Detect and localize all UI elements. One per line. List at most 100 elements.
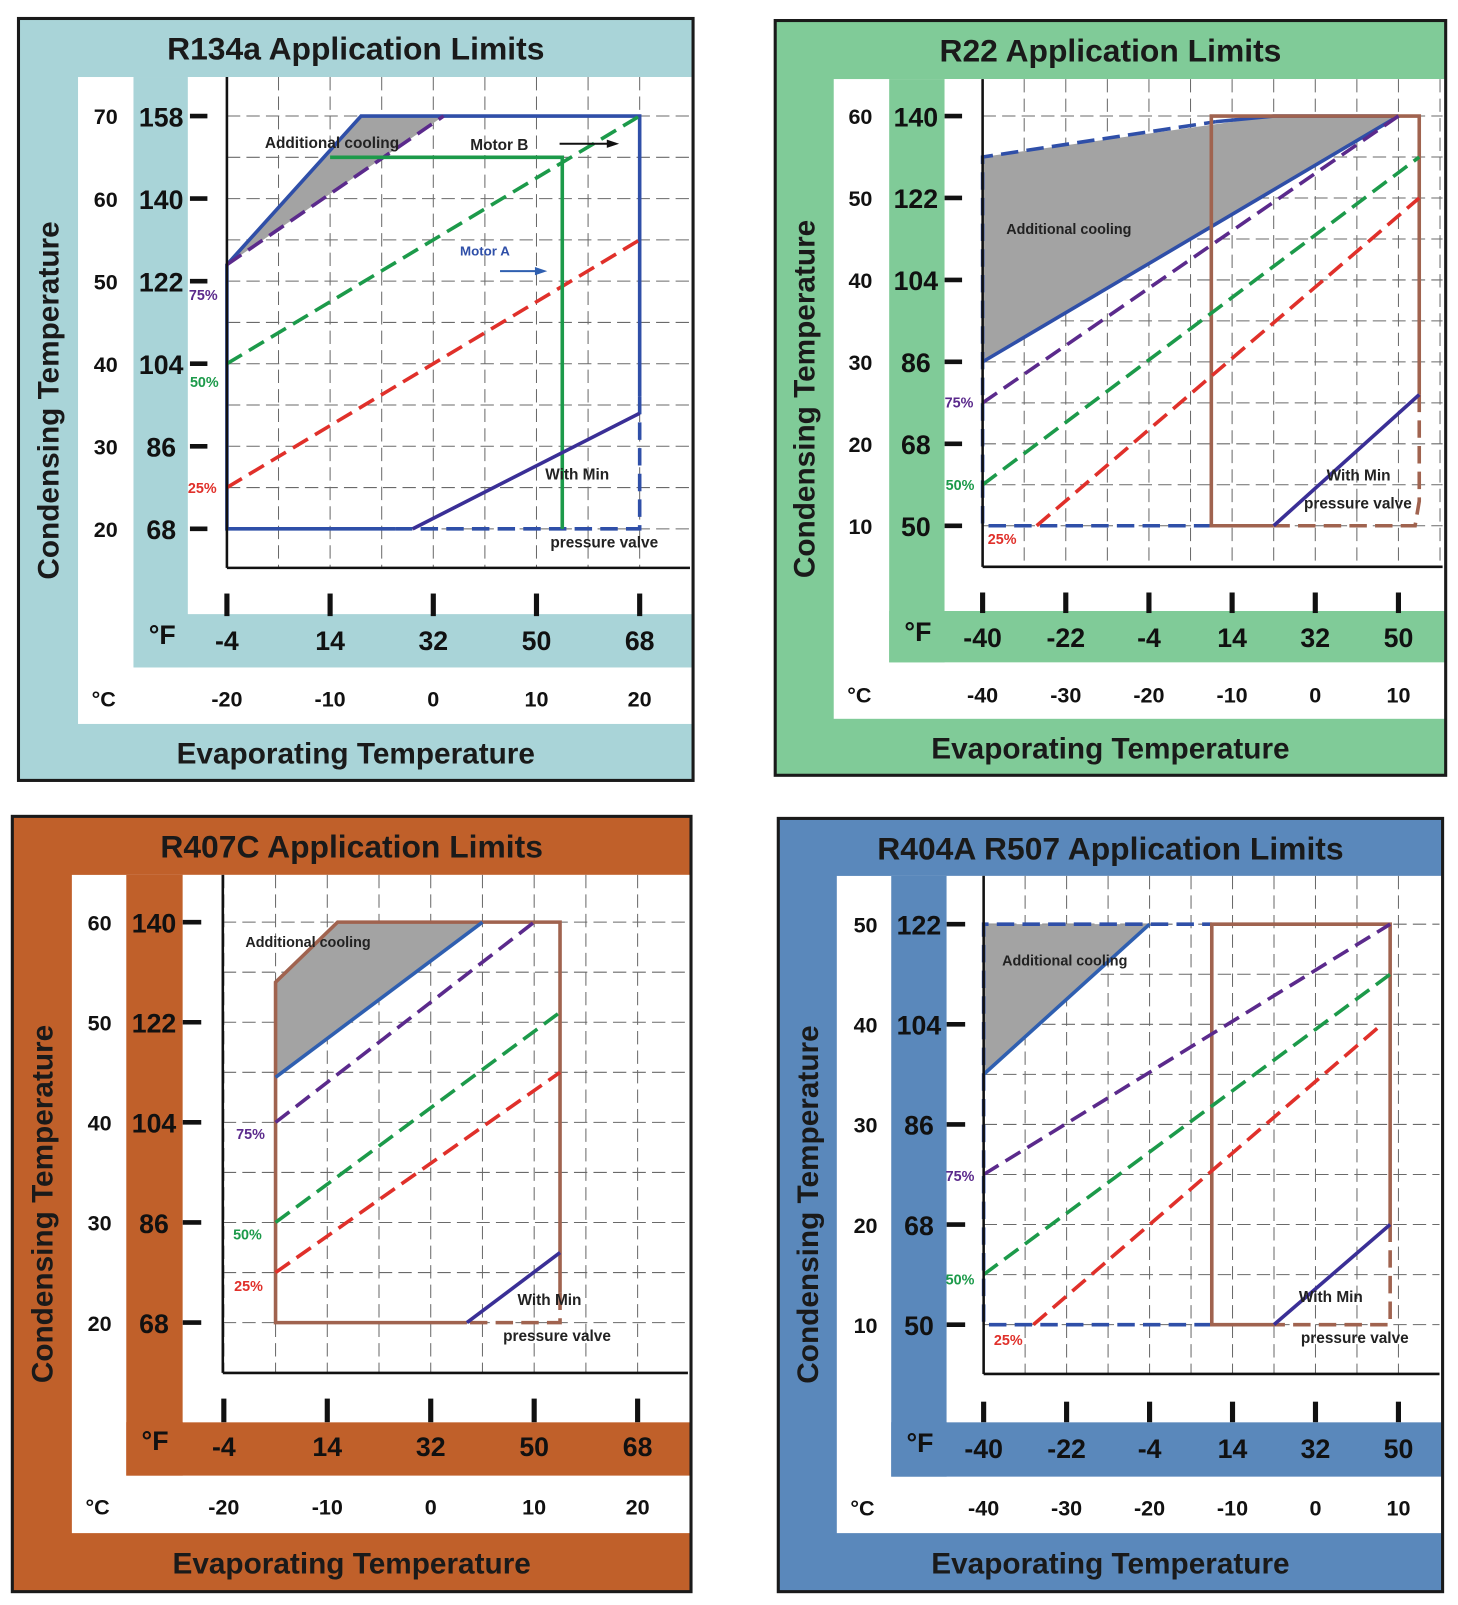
series-label: 50%	[190, 375, 219, 391]
y-tick-label-c: 50	[94, 269, 118, 294]
fahrenheit-column	[126, 874, 183, 1476]
x-tick-label-f: 50	[522, 626, 552, 656]
fahrenheit-band	[133, 614, 694, 668]
x-tick-label-c: -20	[208, 1495, 239, 1520]
limit-line	[274, 920, 484, 1079]
chart-panel: -40 -40 -22 -30 -4 -20 14 -10 32 0 50 10 °F °C 50 122 40…	[776, 816, 1445, 1594]
annotation-label: Additional cooling	[1002, 953, 1127, 969]
chart-title: R407C Application Limits	[160, 828, 543, 864]
y-tick-label-c: 50	[854, 912, 878, 937]
plot-area	[187, 77, 694, 615]
y-tick-label-c: 20	[848, 432, 872, 457]
series-line-75pct	[225, 114, 445, 267]
panel-border	[776, 816, 1445, 1594]
unit-c-label: °C	[85, 1495, 109, 1520]
y-tick-label-f: 68	[139, 1309, 169, 1339]
limit-line	[1274, 1224, 1392, 1327]
x-tick-label-c: 20	[626, 1495, 650, 1520]
series-line-75pct	[982, 922, 1392, 1177]
x-axis-label: Evaporating Temperature	[177, 737, 535, 770]
unit-f-label: °F	[904, 617, 931, 647]
chart-panel: -40 -40 -22 -30 -4 -20 14 -10 32 0 50 10 °F °C 60 140 50…	[773, 18, 1448, 777]
arrow-head-icon	[606, 139, 620, 148]
limit-line	[1209, 114, 1422, 528]
y-tick-label-f: 158	[139, 102, 184, 132]
y-tick-label-c: 50	[848, 186, 872, 211]
x-axis-label: Evaporating Temperature	[172, 1548, 530, 1581]
y-tick-label-c: 50	[88, 1010, 112, 1035]
chart-title: R134a Application Limits	[167, 31, 544, 67]
x-tick-label-f: 32	[416, 1432, 446, 1462]
x-tick-label-f: 68	[625, 626, 655, 656]
series-line-75pct	[274, 920, 536, 1124]
annotation-label: Motor B	[470, 137, 528, 154]
annotation-label: Additional cooling	[265, 135, 399, 152]
unit-f-label: °F	[142, 1426, 169, 1456]
y-tick-label-c: 70	[94, 104, 118, 129]
y-tick-label-c: 40	[94, 352, 118, 377]
x-tick-label-c: 0	[425, 1495, 437, 1520]
panel-border	[10, 814, 693, 1594]
limit-line	[1209, 922, 1392, 1327]
x-tick-label-f: 32	[1300, 623, 1330, 653]
x-tick-label-c: -20	[211, 686, 242, 711]
annotation-label: Motor A	[460, 244, 510, 259]
series-label: 75%	[236, 1127, 265, 1143]
series-label: 25%	[234, 1279, 263, 1295]
x-tick-label-c: -40	[968, 1496, 999, 1521]
y-tick-label-c: 10	[848, 514, 872, 539]
annotation-label: Additional cooling	[245, 935, 370, 951]
y-tick-label-c: 10	[854, 1313, 878, 1338]
x-tick-label-f: 14	[312, 1432, 342, 1462]
annotation-label: pressure valve	[503, 1328, 611, 1345]
y-tick-label-f: 140	[132, 908, 177, 938]
y-axis-label: Condensing Temperature	[792, 1025, 825, 1383]
annotation-label: With Min	[1327, 468, 1391, 485]
y-axis-label: Condensing Temperature	[33, 221, 66, 579]
y-tick-label-f: 50	[901, 512, 931, 542]
y-tick-label-c: 60	[848, 104, 872, 129]
unit-c-label: °C	[850, 1496, 874, 1521]
plot-area	[182, 874, 692, 1423]
y-tick-label-c: 30	[88, 1211, 112, 1236]
y-tick-label-f: 68	[901, 430, 931, 460]
fahrenheit-band	[889, 610, 1446, 663]
x-tick-label-f: -40	[963, 623, 1002, 653]
y-tick-label-f: 122	[897, 910, 942, 940]
arrow-head-icon	[534, 266, 548, 276]
y-tick-label-c: 30	[94, 434, 118, 459]
x-tick-label-c: -10	[1217, 1496, 1248, 1521]
y-axis-label: Condensing Temperature	[789, 220, 822, 578]
y-tick-label-c: 40	[848, 268, 872, 293]
panel-border	[773, 18, 1448, 777]
annotation-label: Additional cooling	[1006, 222, 1131, 238]
unit-f-label: °F	[149, 620, 176, 650]
series-label: 75%	[945, 396, 974, 412]
x-tick-label-c: 10	[524, 686, 548, 711]
fahrenheit-column	[889, 79, 945, 663]
fahrenheit-band	[126, 1422, 692, 1476]
series-line-25pct	[1035, 196, 1421, 528]
y-tick-label-f: 122	[139, 267, 184, 297]
y-tick-label-c: 30	[854, 1113, 878, 1138]
fahrenheit-band	[891, 1422, 1443, 1477]
series-label: 75%	[946, 1169, 975, 1185]
y-tick-label-f: 122	[894, 184, 939, 214]
x-tick-label-c: 0	[1309, 1496, 1321, 1521]
chart-panel: -4 -20 14 -10 32 0 50 10 68 20 °F °C 70 158 60 140 50 122…	[16, 16, 695, 782]
panel-border	[16, 16, 695, 782]
series-line-50pct	[982, 972, 1392, 1277]
x-tick-label-c: 0	[427, 686, 439, 711]
annotation-label: pressure valve	[1304, 495, 1412, 512]
annotation-label: With Min	[1299, 1289, 1363, 1306]
annotation-label: pressure valve	[1301, 1330, 1409, 1347]
chart-title: R22 Application Limits	[939, 33, 1281, 69]
y-tick-label-f: 86	[901, 348, 931, 378]
series-label: 25%	[994, 1333, 1023, 1349]
x-tick-label-f: 14	[315, 626, 345, 656]
y-tick-label-c: 20	[94, 517, 118, 542]
x-tick-label-c: -10	[1217, 682, 1248, 707]
chart-panel: -4 -20 14 -10 32 0 50 10 68 20 °F °C 60 140 50 122 40 104…	[10, 814, 693, 1594]
chart-title: R404A R507 Application Limits	[877, 830, 1343, 866]
y-tick-label-f: 104	[894, 266, 939, 296]
